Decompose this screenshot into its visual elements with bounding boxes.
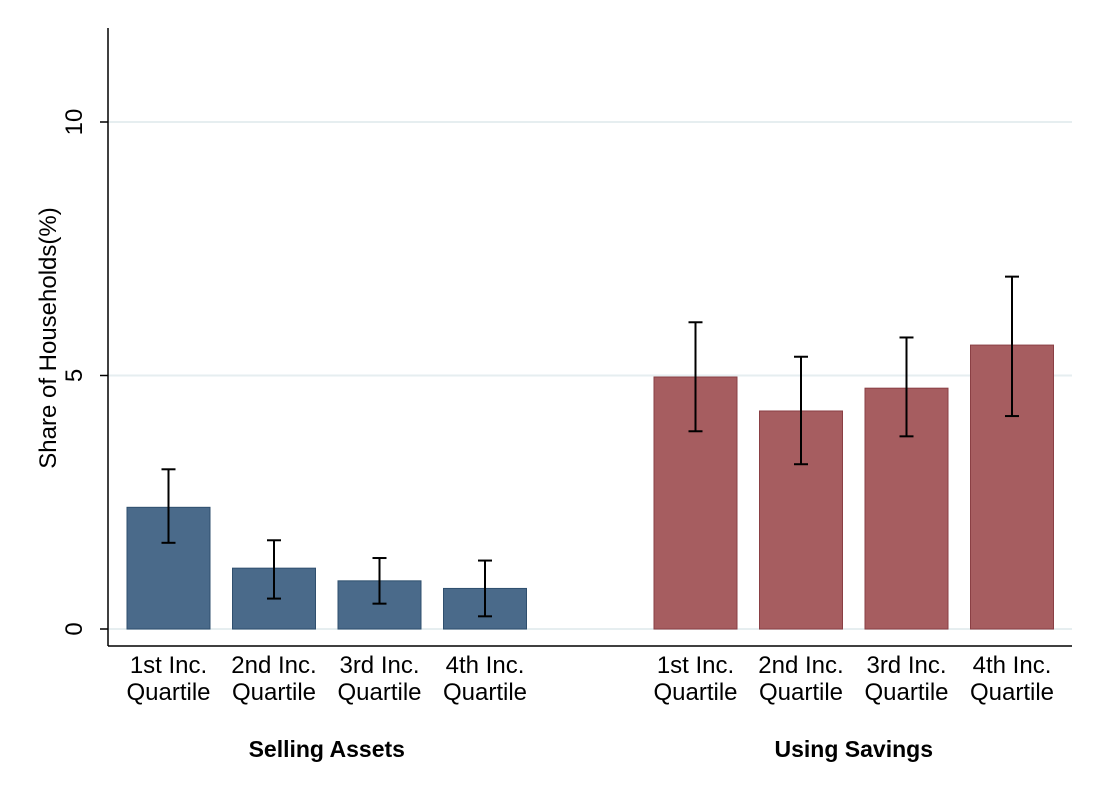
category-label: 3rd Inc. bbox=[339, 652, 419, 679]
category-label: 4th Inc. bbox=[446, 652, 525, 679]
category-label: 2nd Inc. bbox=[758, 652, 843, 679]
category-label: 2nd Inc. bbox=[231, 652, 316, 679]
category-label: Quartile bbox=[864, 679, 948, 706]
category-label: 3rd Inc. bbox=[866, 652, 946, 679]
category-label: Quartile bbox=[443, 679, 527, 706]
group-label: Selling Assets bbox=[249, 736, 405, 762]
y-axis-title: Share of Households(%) bbox=[35, 207, 62, 468]
category-label: 1st Inc. bbox=[657, 652, 734, 679]
bar bbox=[759, 410, 843, 630]
category-label: Quartile bbox=[759, 679, 843, 706]
category-label: Quartile bbox=[232, 679, 316, 706]
y-ticks: 0 5 10 bbox=[61, 109, 108, 636]
category-label: Quartile bbox=[653, 679, 737, 706]
category-label: 1st Inc. bbox=[130, 652, 207, 679]
y-tick-label: 0 bbox=[61, 622, 88, 635]
y-tick-label: 5 bbox=[61, 369, 88, 382]
category-label: Quartile bbox=[970, 679, 1054, 706]
error-bars bbox=[161, 275, 1019, 618]
category-label: Quartile bbox=[337, 679, 421, 706]
group-label: Using Savings bbox=[775, 736, 933, 762]
bars bbox=[126, 344, 1054, 630]
category-label: 4th Inc. bbox=[973, 652, 1052, 679]
category-label: Quartile bbox=[126, 679, 210, 706]
y-tick-label: 10 bbox=[61, 109, 88, 136]
